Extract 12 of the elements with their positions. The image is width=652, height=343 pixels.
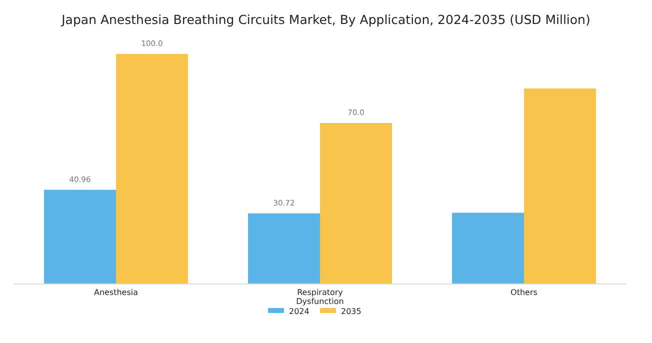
legend-label: 2035 [341, 307, 362, 316]
chart-title: Japan Anesthesia Breathing Circuits Market, By Application, 2024-2035 (USD Million) [60, 12, 590, 27]
x-tick-label: Others [510, 288, 538, 297]
x-tick-label: Respiratory Dysfunction [296, 288, 344, 306]
bar [44, 190, 116, 284]
bar [524, 88, 596, 284]
legend-label: 2024 [289, 307, 310, 316]
x-tick-label: Anesthesia [94, 288, 138, 297]
bar [320, 123, 392, 284]
bar [452, 212, 524, 284]
bar [116, 54, 188, 284]
bar [248, 213, 320, 284]
